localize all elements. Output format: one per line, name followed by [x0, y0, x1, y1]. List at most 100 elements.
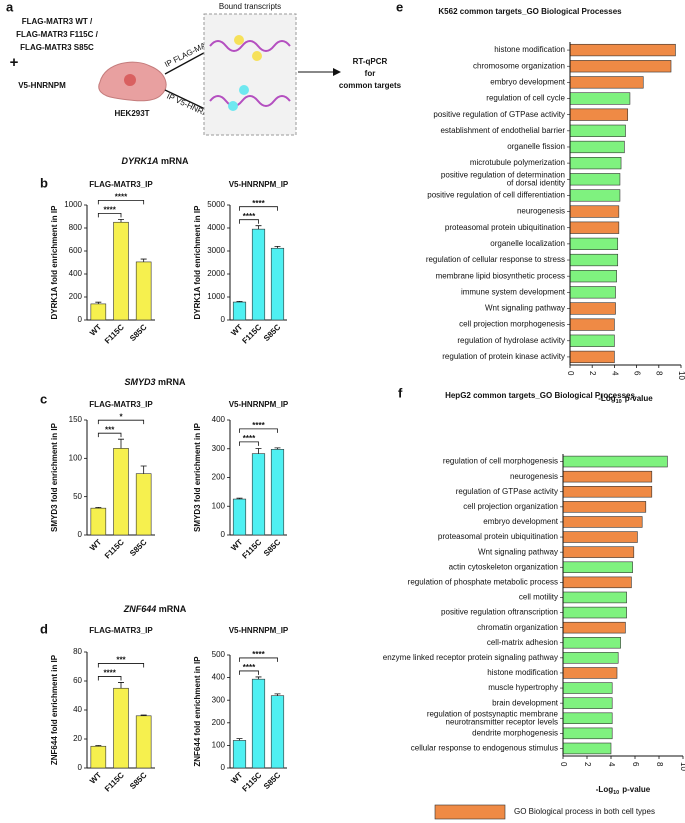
significance-label: *** — [116, 656, 126, 665]
dashed-box — [203, 13, 297, 136]
bar — [562, 470, 653, 483]
gene-name: DYRK1A — [121, 156, 158, 166]
x-tick-label: WT — [229, 770, 244, 785]
x-tick-label: S85C — [262, 322, 283, 343]
x-tick-label: F115C — [103, 322, 126, 345]
bar — [569, 253, 619, 267]
significance-bracket — [97, 676, 122, 681]
bar — [569, 173, 621, 186]
x-axis-label-part: -Log — [598, 394, 615, 403]
error-bar — [255, 448, 262, 454]
significance-label: **** — [243, 434, 256, 443]
error-bar — [255, 225, 262, 230]
bar — [562, 546, 635, 558]
category-label: immune system development — [461, 287, 566, 296]
y-tick-label: 150 — [69, 415, 83, 424]
gene-suffix: mRNA — [161, 156, 189, 166]
category-line: regulation of postsynaptic membrane — [427, 709, 559, 718]
panel-letter: a — [6, 0, 14, 14]
bar — [569, 157, 622, 170]
category-label: regulation of protein kinase activity — [442, 352, 565, 361]
y-tick-label: 60 — [73, 676, 82, 685]
x-tick-label: 4 — [607, 762, 616, 767]
bar — [251, 453, 266, 536]
panel-letter: e — [396, 0, 403, 14]
y-tick-label: 400 — [212, 673, 226, 682]
category-label: embryo development — [483, 517, 558, 526]
error-bar — [255, 676, 262, 680]
x-tick-label: 0 — [559, 762, 568, 767]
bar — [569, 350, 615, 364]
category-label: dendrite morphogenesis — [472, 728, 558, 737]
bar — [562, 606, 627, 619]
x-tick-label: WT — [88, 322, 103, 337]
bar — [562, 667, 618, 679]
bar — [562, 576, 632, 589]
category-label: regulation of phosphate metabolic proces… — [408, 577, 558, 586]
x-axis-label: -Log10 p-value — [598, 394, 653, 405]
category-label: proteasomal protein ubiquitination — [445, 223, 565, 232]
category-label: positive regulation of cell differentiat… — [427, 191, 565, 200]
error-bar — [236, 300, 243, 303]
bar — [270, 247, 285, 321]
significance-label: **** — [103, 205, 116, 214]
bar — [90, 303, 107, 321]
x-axis-label-part: p-value — [625, 394, 654, 403]
y-tick-label: 3000 — [207, 246, 225, 255]
y-tick-label: 4000 — [207, 223, 225, 232]
error-bar — [236, 497, 243, 500]
bar — [232, 740, 247, 769]
category-label: proteasomal protein ubiquitination — [438, 532, 558, 541]
x-tick-label: S85C — [128, 537, 149, 558]
y-tick-label: 0 — [78, 530, 83, 539]
error-bar — [118, 438, 124, 449]
error-bar — [274, 246, 281, 249]
y-tick-label: 5000 — [207, 200, 225, 209]
x-tick-label: WT — [229, 537, 244, 552]
gene-header: SMYD3 mRNA — [124, 377, 186, 387]
chart-title: V5-HNRNPM_IP — [229, 626, 289, 635]
category-label: cell motility — [519, 593, 558, 602]
schematic: FLAG-MATR3 WT / FLAG-MATR3 F115C / FLAG-… — [10, 2, 402, 136]
significance-bracket — [97, 432, 122, 438]
x-tick-label: 8 — [655, 371, 664, 376]
chart-title: FLAG-MATR3_IP — [89, 400, 153, 409]
protein-dot — [234, 35, 244, 45]
x-tick-label: F115C — [240, 537, 263, 560]
bar — [232, 301, 247, 321]
category-label: chromatin organization — [477, 623, 558, 632]
y-tick-label: 100 — [69, 453, 83, 462]
category-label: membrane lipid biosynthetic process — [436, 271, 565, 280]
chart-title: K562 common targets_GO Biological Proces… — [438, 7, 622, 16]
bar — [562, 561, 633, 573]
x-tick-label: 6 — [631, 762, 640, 767]
bar — [569, 76, 644, 89]
x-tick-label: S85C — [128, 770, 149, 791]
panel-letter: b — [40, 175, 48, 190]
y-tick-label: 100 — [212, 501, 226, 510]
bar — [569, 302, 616, 315]
protein-dot — [239, 85, 249, 95]
significance-label: **** — [103, 669, 116, 678]
bar — [569, 189, 621, 202]
error-bar — [236, 738, 243, 741]
gene-header: DYRK1A mRNA — [121, 156, 189, 166]
y-tick-label: 20 — [73, 734, 82, 743]
bar — [562, 455, 668, 468]
bar — [562, 652, 619, 664]
protein-dot — [252, 51, 262, 61]
y-tick-label: 40 — [73, 705, 82, 714]
category-label: positive regulation of determination of d… — [441, 170, 565, 187]
bar — [569, 124, 626, 137]
bar — [569, 221, 620, 234]
category-label: regulation of cellular response to stres… — [426, 255, 565, 264]
significance-bracket — [97, 199, 145, 205]
plus-sign: + — [10, 54, 19, 71]
category-label: regulation of cell morphogenesis — [443, 457, 558, 466]
x-tick-label: 10 — [677, 371, 685, 380]
legend-label: GO Biological process in both cell types — [514, 807, 655, 816]
bar — [90, 745, 107, 769]
error-bar — [274, 447, 281, 450]
readout-label: RT-qPCR — [353, 57, 388, 66]
